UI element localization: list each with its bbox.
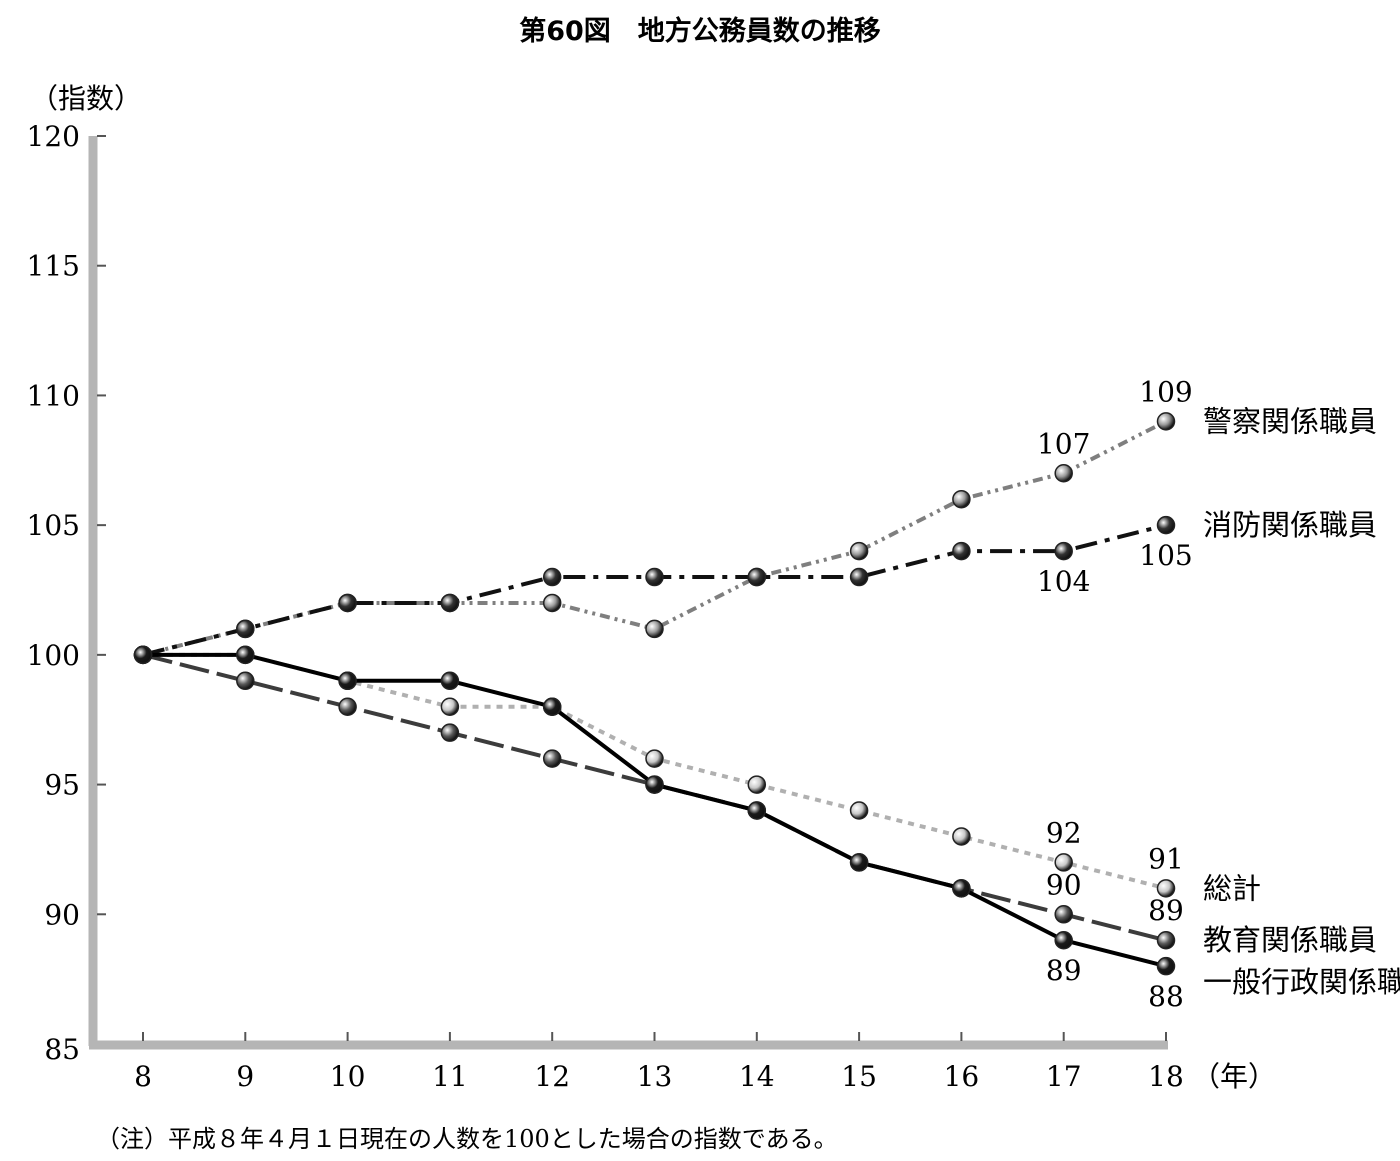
data-point (1156, 956, 1176, 976)
data-point (440, 723, 460, 742)
data-point (1054, 905, 1073, 924)
data-point (542, 749, 562, 768)
data-labels: 警察関係職員消防関係職員総計教育関係職員一般行政関係職員 109 107 105 104… (1037, 375, 1400, 1013)
series-name-label: 総計 (1203, 871, 1261, 905)
x-tick-label: 11 (432, 1060, 468, 1093)
series-name-label: 警察関係職員 (1203, 404, 1377, 438)
y-tick-label: 85 (44, 1033, 80, 1066)
x-tick-label: 13 (637, 1060, 673, 1093)
data-point (440, 697, 460, 716)
data-point (849, 853, 869, 872)
data-value-label: 107 (1037, 427, 1090, 460)
x-axis-label: （年） (1192, 1060, 1276, 1093)
data-point (849, 541, 869, 561)
x-tick-label: 17 (1046, 1060, 1082, 1093)
data-point (645, 775, 664, 794)
y-tick-label: 110 (27, 379, 80, 412)
data-point (542, 567, 562, 587)
data-point (236, 671, 255, 691)
series-name-label: 一般行政関係職員 (1203, 965, 1400, 999)
data-point (133, 645, 153, 665)
data-point (645, 567, 664, 587)
data-value-label: 89 (1148, 894, 1184, 927)
data-point (236, 619, 255, 639)
data-point (747, 775, 767, 794)
data-point (1156, 515, 1176, 535)
data-point (849, 567, 869, 587)
data-point (645, 749, 664, 768)
y-tick-label: 95 (44, 769, 80, 802)
y-tick-label: 120 (27, 120, 80, 153)
data-value-label: 88 (1148, 980, 1184, 1013)
footnote: （注）平成８年４月１日現在の人数を100とした場合の指数である。 (96, 1125, 838, 1153)
data-point (338, 593, 357, 613)
series-line (143, 652, 1167, 891)
data-value-label: 92 (1046, 816, 1082, 849)
data-point (1156, 930, 1176, 950)
data-point (645, 619, 664, 639)
chart-title: 第60図 地方公務員数の推移 (519, 15, 881, 47)
series-name-label: 消防関係職員 (1203, 508, 1377, 542)
data-point (747, 567, 767, 587)
series-markers (133, 412, 1176, 976)
series-lines (142, 419, 1167, 969)
data-point (952, 879, 971, 898)
x-tick-label: 12 (534, 1060, 570, 1093)
y-axis-label: （指数） (30, 82, 142, 115)
data-point (849, 801, 869, 820)
x-tick-label: 14 (739, 1060, 775, 1093)
data-point (952, 489, 971, 509)
x-tick-label: 10 (330, 1060, 366, 1093)
data-point (747, 801, 767, 820)
series-line (143, 652, 1167, 969)
x-tick-label: 8 (134, 1060, 152, 1093)
data-point (1054, 464, 1073, 483)
x-tick-label: 18 (1148, 1060, 1184, 1093)
data-point (542, 697, 562, 716)
data-point (1054, 853, 1073, 872)
data-point (338, 671, 357, 691)
y-tick-label: 115 (27, 250, 80, 283)
y-tick-label: 105 (27, 509, 80, 542)
data-point (1054, 930, 1073, 950)
y-tick-label: 90 (44, 898, 80, 931)
data-point (1054, 541, 1073, 561)
series-line (142, 652, 1167, 943)
data-value-label: 89 (1046, 954, 1082, 987)
data-point (1156, 879, 1176, 898)
x-tick-label: 15 (841, 1060, 877, 1093)
data-value-label: 104 (1037, 565, 1090, 598)
x-tick-label: 16 (944, 1060, 980, 1093)
data-point (440, 593, 460, 613)
y-tick-label: 100 (27, 639, 80, 672)
data-value-label: 105 (1139, 539, 1192, 572)
data-point (236, 645, 255, 665)
data-point (1156, 412, 1176, 431)
data-point (440, 671, 460, 691)
series-name-label: 教育関係職員 (1203, 923, 1377, 957)
data-point (952, 541, 971, 561)
data-value-label: 90 (1046, 868, 1082, 901)
data-point (338, 697, 357, 716)
data-value-label: 109 (1139, 375, 1192, 408)
x-tick-label: 9 (236, 1060, 254, 1093)
data-point (952, 827, 971, 846)
data-value-label: 91 (1148, 842, 1184, 875)
data-point (542, 593, 562, 613)
